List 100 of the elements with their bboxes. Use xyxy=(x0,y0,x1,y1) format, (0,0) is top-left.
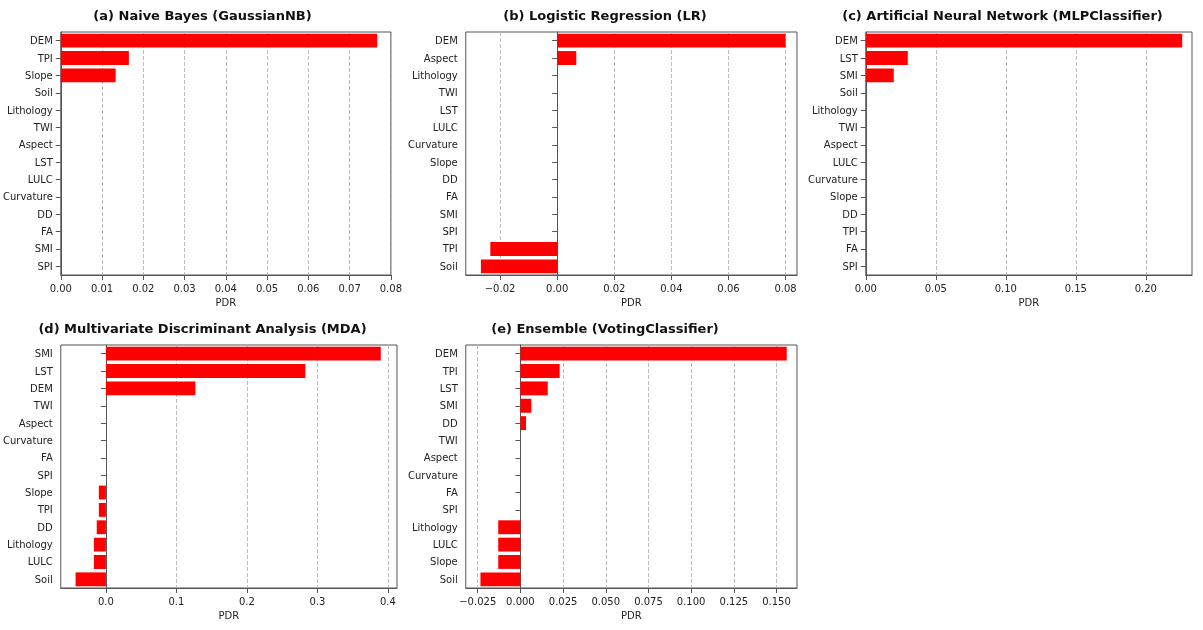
y-tick-label: LST xyxy=(439,104,459,116)
y-tick-label: SMI xyxy=(439,208,458,220)
y-tick-label: DEM xyxy=(835,35,858,47)
y-tick-label: Slope xyxy=(830,191,858,203)
bar xyxy=(93,537,106,552)
y-tick-label: Aspect xyxy=(823,139,858,151)
y-tick-label: DEM xyxy=(435,35,458,47)
bar xyxy=(60,68,116,83)
x-tick-label: 0.15 xyxy=(1064,282,1087,294)
bar xyxy=(93,555,106,569)
bar xyxy=(865,68,894,83)
y-tick-label: Lithology xyxy=(411,69,458,81)
x-tick-label: 0.02 xyxy=(132,282,155,294)
bar xyxy=(60,51,129,65)
x-tick-label: 0.1 xyxy=(168,595,185,607)
bar xyxy=(105,364,306,378)
x-tick-label: 0.4 xyxy=(379,595,396,607)
bar xyxy=(98,485,106,500)
y-tick-label: Aspect xyxy=(423,52,458,64)
y-tick-label: Aspect xyxy=(18,417,53,429)
y-tick-label: LST xyxy=(34,156,54,168)
y-tick-label: LST xyxy=(34,365,54,377)
y-tick-label: Lithology xyxy=(6,104,53,116)
y-tick-label: TWI xyxy=(32,121,53,133)
y-tick-label: SMI xyxy=(439,400,458,412)
x-tick-label: 0.01 xyxy=(90,282,114,294)
y-tick-label: Slope xyxy=(430,556,458,568)
x-tick-label: 0.2 xyxy=(238,595,255,607)
x-tick-label: −0.02 xyxy=(484,282,516,294)
y-tick-label: Soil xyxy=(439,260,458,272)
x-tick-label: 0.025 xyxy=(548,595,578,607)
x-axis-title: PDR xyxy=(621,610,642,622)
y-tick-label: TPI xyxy=(441,365,458,377)
y-tick-label: TWI xyxy=(437,87,458,99)
chart-title: (b) Logistic Regression (LR) xyxy=(503,8,707,23)
y-tick-label: SPI xyxy=(37,260,53,272)
y-tick-label: SMI xyxy=(34,348,53,360)
bar xyxy=(520,416,527,431)
x-tick-label: 0.03 xyxy=(173,282,196,294)
bar xyxy=(60,33,378,48)
y-tick-label: Curvature xyxy=(808,174,858,186)
x-tick-label: 0.20 xyxy=(1134,282,1157,294)
y-tick-label: Slope xyxy=(25,69,53,81)
y-tick-label: TPI xyxy=(36,52,53,64)
y-tick-label: FA xyxy=(446,191,458,203)
bar xyxy=(520,398,532,413)
y-tick-label: LULC xyxy=(832,156,858,168)
x-tick-label: 0.08 xyxy=(774,282,797,294)
y-tick-label: FA xyxy=(446,487,458,499)
chart-title: (a) Naive Bayes (GaussianNB) xyxy=(93,8,312,23)
y-tick-label: TPI xyxy=(841,226,858,238)
y-tick-label: SMI xyxy=(839,69,858,81)
y-tick-label: Slope xyxy=(25,487,53,499)
bar xyxy=(98,502,106,517)
y-tick-label: LULC xyxy=(27,174,53,186)
y-tick-label: FA xyxy=(846,243,858,255)
y-tick-label: TWI xyxy=(837,121,858,133)
y-tick-label: SPI xyxy=(842,260,858,272)
bar xyxy=(105,381,196,396)
bar xyxy=(520,346,787,361)
x-axis-title: PDR xyxy=(215,297,237,309)
y-tick-label: DD xyxy=(37,521,54,533)
y-tick-label: LST xyxy=(439,382,459,394)
x-tick-label: 0.00 xyxy=(854,282,877,294)
chart-title: (c) Artificial Neural Network (MLPClassifier) xyxy=(842,8,1163,23)
x-tick-label: 0.05 xyxy=(255,282,279,294)
y-tick-label: LULC xyxy=(27,556,53,568)
x-tick-label: 0.3 xyxy=(309,595,326,607)
y-tick-label: SPI xyxy=(442,226,458,238)
x-tick-label: 0.050 xyxy=(591,595,621,607)
chart-title: (e) Ensemble (VotingClassifier) xyxy=(491,321,719,336)
y-tick-label: DEM xyxy=(435,348,458,360)
x-tick-label: 0.075 xyxy=(634,595,663,607)
x-tick-label: 0.05 xyxy=(924,282,947,294)
y-tick-label: DD xyxy=(842,208,859,220)
bar xyxy=(498,555,521,569)
bar xyxy=(480,259,558,274)
y-tick-label: Lithology xyxy=(811,104,858,116)
x-axis-title: PDR xyxy=(621,297,642,309)
bar xyxy=(557,51,577,65)
y-tick-label: Soil xyxy=(34,87,53,99)
x-tick-label: 0.10 xyxy=(994,282,1017,294)
bar xyxy=(490,242,558,256)
bar xyxy=(865,33,1183,48)
y-tick-label: FA xyxy=(41,452,53,464)
bar xyxy=(498,520,521,535)
y-tick-label: Slope xyxy=(430,156,458,168)
y-tick-label: Aspect xyxy=(423,452,458,464)
y-tick-label: Lithology xyxy=(6,539,53,551)
y-tick-label: LST xyxy=(839,52,859,64)
y-tick-label: DD xyxy=(442,174,459,186)
bar xyxy=(480,572,521,587)
y-tick-label: TPI xyxy=(36,504,53,516)
x-tick-label: 0.150 xyxy=(762,595,791,607)
bar xyxy=(105,346,381,361)
x-axis-title: PDR xyxy=(1018,297,1040,309)
y-tick-label: DEM xyxy=(30,35,53,47)
x-tick-label: 0.06 xyxy=(717,282,740,294)
bar xyxy=(96,520,106,535)
y-tick-label: Curvature xyxy=(3,191,53,203)
